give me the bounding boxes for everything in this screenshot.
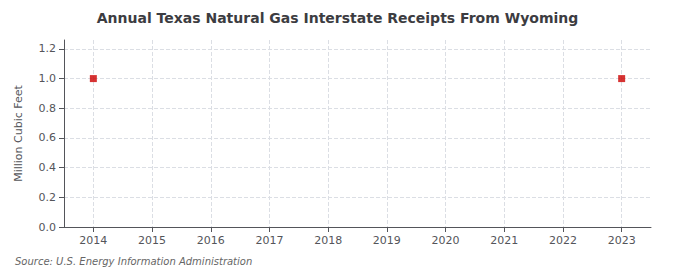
svg-text:2016: 2016	[197, 234, 225, 247]
svg-text:2015: 2015	[138, 234, 166, 247]
svg-text:2014: 2014	[79, 234, 107, 247]
svg-text:0.8: 0.8	[39, 102, 57, 115]
svg-text:1.0: 1.0	[39, 72, 57, 85]
svg-text:Source: U.S. Energy Informatio: Source: U.S. Energy Information Administ…	[15, 256, 252, 267]
svg-text:2021: 2021	[490, 234, 518, 247]
svg-text:0.2: 0.2	[39, 191, 57, 204]
svg-text:2023: 2023	[608, 234, 636, 247]
svg-text:0.0: 0.0	[39, 221, 57, 234]
svg-text:Million Cubic Feet: Million Cubic Feet	[12, 84, 25, 181]
svg-text:2017: 2017	[255, 234, 283, 247]
svg-text:2020: 2020	[432, 234, 460, 247]
svg-text:Annual Texas Natural Gas Inter: Annual Texas Natural Gas Interstate Rece…	[97, 10, 579, 26]
svg-text:1.2: 1.2	[39, 42, 57, 55]
svg-text:2018: 2018	[314, 234, 342, 247]
svg-text:0.6: 0.6	[39, 131, 57, 144]
svg-text:0.4: 0.4	[39, 161, 57, 174]
svg-text:2019: 2019	[373, 234, 401, 247]
svg-text:2022: 2022	[549, 234, 577, 247]
